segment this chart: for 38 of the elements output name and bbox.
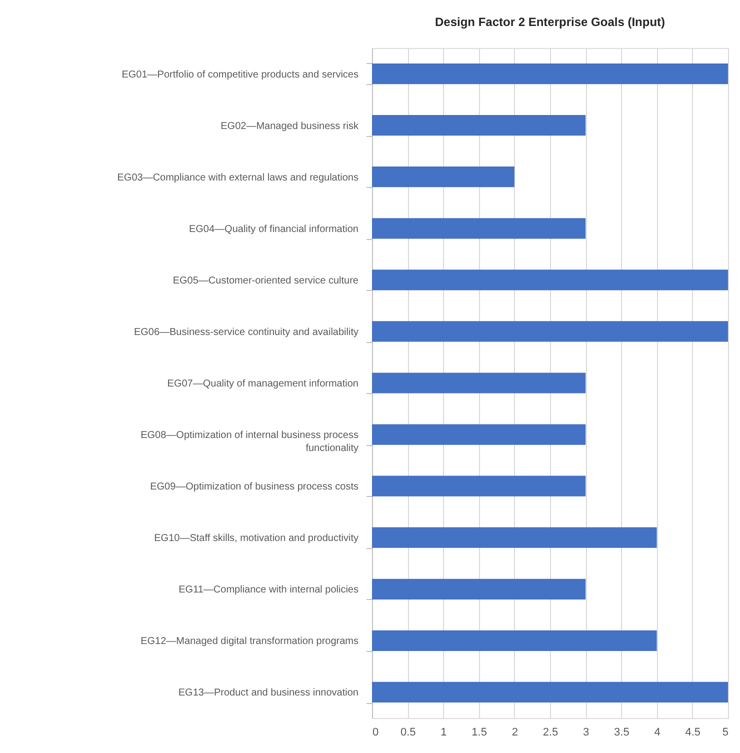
x-tick-label: 2.5 [542,726,558,738]
x-tick-label: 2 [512,726,518,738]
y-tick-label: EG12—Managed digital transformation programs [140,636,358,648]
y-tick-label: EG05—Customer-oriented service culture [172,275,359,286]
bar [372,527,657,548]
bar [372,578,586,600]
x-tick-label: 0.5 [400,726,416,738]
y-tick-label: EG07—Quality of management information [167,378,358,390]
y-tick-label: EG13—Product and business innovation [178,688,358,699]
y-tick-label: EG03—Compliance with external laws and regulations [117,172,358,184]
y-tick-label: EG11—Compliance with internal policies [178,584,358,596]
bar [372,115,586,136]
bar [372,321,728,342]
y-tick-label: EG04—Quality of financial information [188,224,358,235]
bar [372,630,657,651]
x-tick-label: 3 [583,726,590,738]
y-tick-label: EG06—Business-service continuity and availability [134,326,358,338]
bar [372,63,728,84]
bar [372,424,586,445]
x-tick-label: 4.5 [685,726,701,738]
x-tick-label: 1.5 [472,726,487,738]
x-tick-label: 0 [372,726,379,738]
y-tick-label: EG10—Staff skills, motivation and productivity [154,533,358,544]
bar [372,270,728,290]
x-tick-label: 4 [654,726,660,738]
y-tick-label: EG09—Optimization of business process costs [150,482,358,493]
bar [372,166,514,188]
y-tick-label: EG02—Managed business risk [220,120,360,132]
y-tick-label: EG01—Portfolio of competitive products and services [122,69,358,80]
x-tick-label: 3.5 [614,726,630,738]
x-tick-label: 1 [440,726,447,738]
y-tick-label: EG08—Optimization of internal business process functionality [140,430,358,454]
bar [372,682,728,703]
bar [372,218,586,239]
bar [372,372,586,394]
chart-title: Design Factor 2 Enterprise Goals (Input) [434,15,666,29]
bar [372,476,586,496]
x-tick-label: 5 [722,726,728,738]
